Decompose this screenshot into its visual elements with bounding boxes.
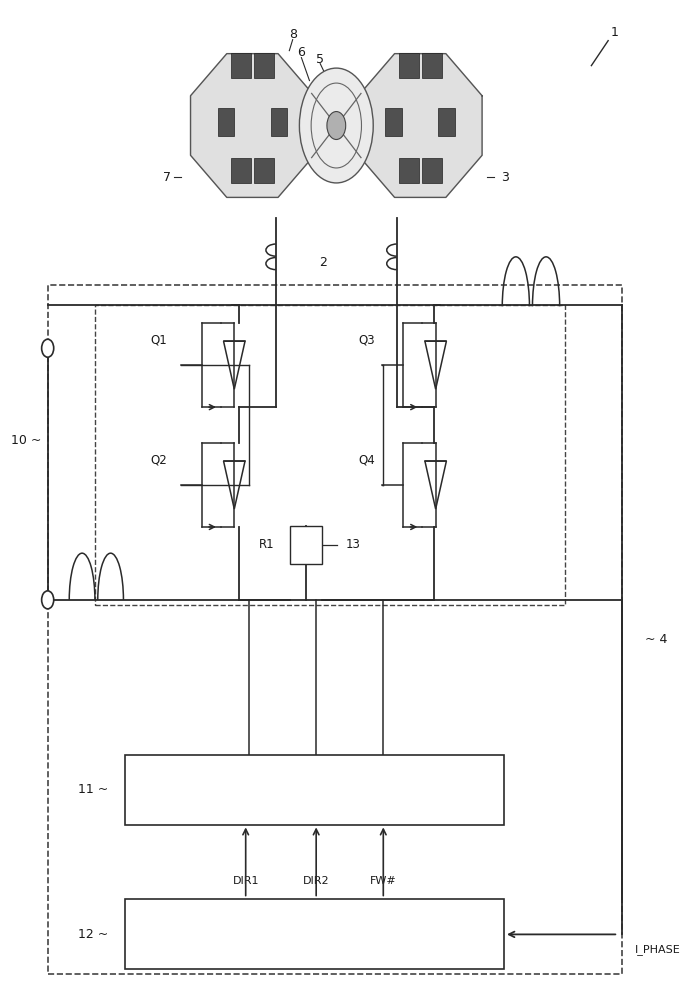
Polygon shape (191, 54, 314, 197)
Text: 控制器: 控制器 (301, 927, 328, 942)
Text: 5: 5 (316, 53, 325, 66)
Text: 12 ~: 12 ~ (78, 928, 108, 941)
Text: R1: R1 (258, 538, 274, 551)
Circle shape (41, 339, 54, 357)
Bar (231, 53, 251, 78)
Text: FW#: FW# (370, 876, 397, 886)
Bar (48, 285, 621, 974)
Bar (422, 158, 442, 183)
Bar (399, 158, 419, 183)
Text: I_PHASE: I_PHASE (635, 944, 681, 955)
Text: 11 ~: 11 ~ (78, 783, 108, 796)
Bar (290, 526, 322, 564)
Ellipse shape (300, 68, 373, 183)
Circle shape (41, 591, 54, 609)
Bar (254, 53, 274, 78)
Bar (125, 899, 504, 969)
Text: 13: 13 (346, 538, 360, 551)
Text: 7: 7 (163, 171, 171, 184)
Text: Q4: Q4 (358, 454, 375, 467)
Text: ~ 4: ~ 4 (645, 633, 668, 646)
Text: 10 ~: 10 ~ (10, 434, 41, 447)
Text: Q1: Q1 (150, 334, 167, 347)
Text: Q3: Q3 (358, 334, 375, 347)
Bar (218, 108, 234, 136)
Text: DIR1: DIR1 (232, 876, 259, 886)
Bar (271, 108, 287, 136)
Bar (254, 158, 274, 183)
Text: 1: 1 (611, 26, 619, 39)
Text: Q2: Q2 (150, 454, 167, 467)
Bar (231, 158, 251, 183)
Polygon shape (358, 54, 482, 197)
Bar (438, 108, 455, 136)
Text: 3: 3 (502, 171, 509, 184)
Bar (422, 53, 442, 78)
Text: 门驱动器模块: 门驱动器模块 (287, 782, 342, 797)
Bar (399, 53, 419, 78)
Text: 2: 2 (319, 256, 327, 269)
Text: 8: 8 (289, 28, 297, 41)
Bar (125, 755, 504, 825)
Bar (385, 108, 402, 136)
Text: DIR2: DIR2 (303, 876, 329, 886)
Text: 6: 6 (298, 46, 305, 59)
Circle shape (327, 112, 346, 140)
Bar (94, 305, 564, 605)
